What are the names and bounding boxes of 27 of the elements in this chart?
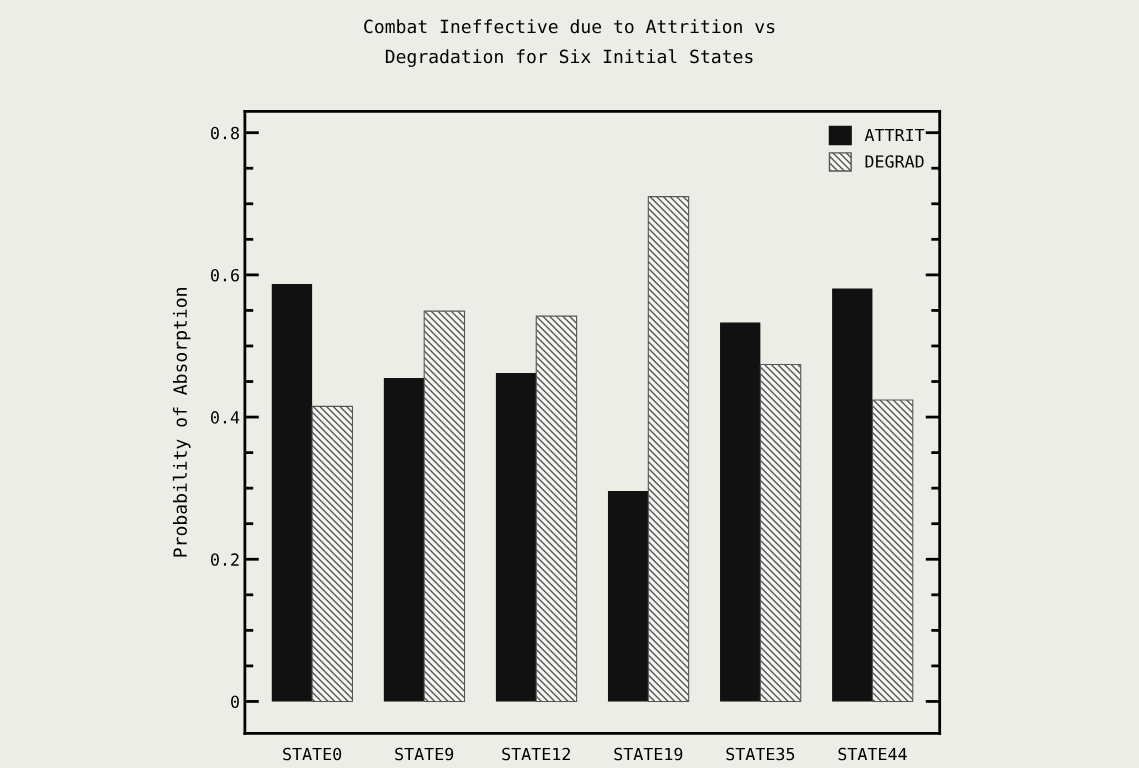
y-tick-label: 0 — [231, 695, 239, 709]
legend-label: ATTRIT — [864, 128, 925, 142]
x-tick-label: STATE0 — [283, 747, 342, 761]
bar — [535, 315, 578, 703]
bar — [759, 363, 802, 703]
bar — [311, 405, 354, 703]
bar — [832, 288, 873, 702]
x-tick-label: STATE35 — [726, 747, 795, 761]
x-tick-label: STATE9 — [395, 747, 454, 761]
y-tick-label: 0.2 — [211, 553, 239, 566]
y-tick-label: 0.4 — [211, 411, 240, 424]
x-tick-label: STATE19 — [614, 747, 683, 761]
chart-title: Combat Ineffective due to Attrition vs Degradation for Six Initial States — [364, 19, 775, 67]
bar — [720, 322, 761, 702]
bar — [647, 196, 690, 703]
y-axis-title: Probability of Absorption — [172, 288, 191, 557]
bar — [383, 377, 425, 702]
bar — [271, 284, 313, 702]
bar — [423, 310, 466, 703]
legend-label: DEGRAD — [865, 155, 924, 168]
bar — [607, 491, 649, 702]
y-tick-label: 0.6 — [211, 268, 239, 282]
bar — [871, 399, 914, 703]
bar — [495, 372, 537, 702]
x-tick-label: STATE44 — [838, 747, 907, 761]
x-tick-label: STATE12 — [502, 747, 570, 761]
y-tick-label: 0.8 — [211, 126, 239, 140]
